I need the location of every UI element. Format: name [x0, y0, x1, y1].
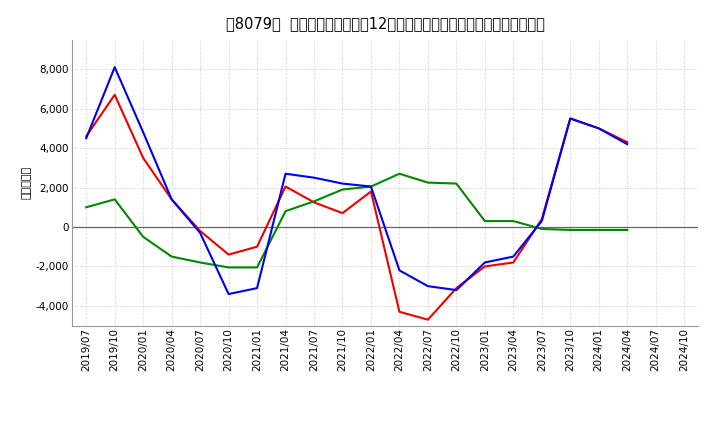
フリーCF	[110, 65, 119, 70]
投資CF	[196, 260, 204, 265]
営業CF	[566, 116, 575, 121]
フリーCF	[595, 126, 603, 131]
投資CF	[366, 184, 375, 189]
投資CF	[509, 218, 518, 224]
フリーCF	[452, 287, 461, 293]
投資CF	[139, 234, 148, 239]
フリーCF	[310, 175, 318, 180]
投資CF	[423, 180, 432, 185]
投資CF	[452, 181, 461, 186]
フリーCF	[196, 230, 204, 235]
営業CF	[110, 92, 119, 98]
投資CF	[282, 209, 290, 214]
フリーCF	[623, 142, 631, 147]
営業CF	[423, 317, 432, 323]
フリーCF	[139, 130, 148, 135]
投資CF	[395, 171, 404, 176]
Line: フリーCF: フリーCF	[86, 67, 627, 294]
投資CF	[623, 227, 631, 233]
営業CF	[338, 210, 347, 216]
投資CF	[310, 199, 318, 204]
フリーCF	[366, 184, 375, 189]
投資CF	[338, 187, 347, 192]
投資CF	[253, 265, 261, 270]
営業CF	[167, 197, 176, 202]
Line: 営業CF: 営業CF	[86, 95, 627, 320]
営業CF	[310, 200, 318, 205]
フリーCF	[338, 181, 347, 186]
フリーCF	[282, 171, 290, 176]
投資CF	[537, 226, 546, 231]
フリーCF	[167, 197, 176, 202]
Y-axis label: （百万円）: （百万円）	[22, 166, 32, 199]
営業CF	[623, 139, 631, 145]
営業CF	[282, 184, 290, 189]
フリーCF	[509, 254, 518, 259]
フリーCF	[566, 116, 575, 121]
投資CF	[225, 265, 233, 270]
フリーCF	[395, 268, 404, 273]
営業CF	[139, 155, 148, 161]
投資CF	[82, 205, 91, 210]
営業CF	[395, 309, 404, 315]
フリーCF	[253, 286, 261, 291]
Line: 投資CF: 投資CF	[86, 174, 627, 268]
営業CF	[196, 228, 204, 234]
営業CF	[82, 134, 91, 139]
営業CF	[366, 189, 375, 194]
フリーCF	[537, 218, 546, 224]
営業CF	[595, 126, 603, 131]
営業CF	[452, 286, 461, 291]
投資CF	[595, 227, 603, 233]
フリーCF	[82, 136, 91, 141]
営業CF	[509, 260, 518, 265]
投資CF	[110, 197, 119, 202]
営業CF	[537, 216, 546, 222]
投資CF	[480, 218, 489, 224]
投資CF	[566, 227, 575, 233]
フリーCF	[423, 283, 432, 289]
Title: ［8079］  キャッシュフローの12か月移動合計の対前年同期増減額の推移: ［8079］ キャッシュフローの12か月移動合計の対前年同期増減額の推移	[226, 16, 544, 32]
フリーCF	[225, 291, 233, 297]
フリーCF	[480, 260, 489, 265]
営業CF	[225, 252, 233, 257]
営業CF	[480, 264, 489, 269]
投資CF	[167, 254, 176, 259]
営業CF	[253, 244, 261, 249]
